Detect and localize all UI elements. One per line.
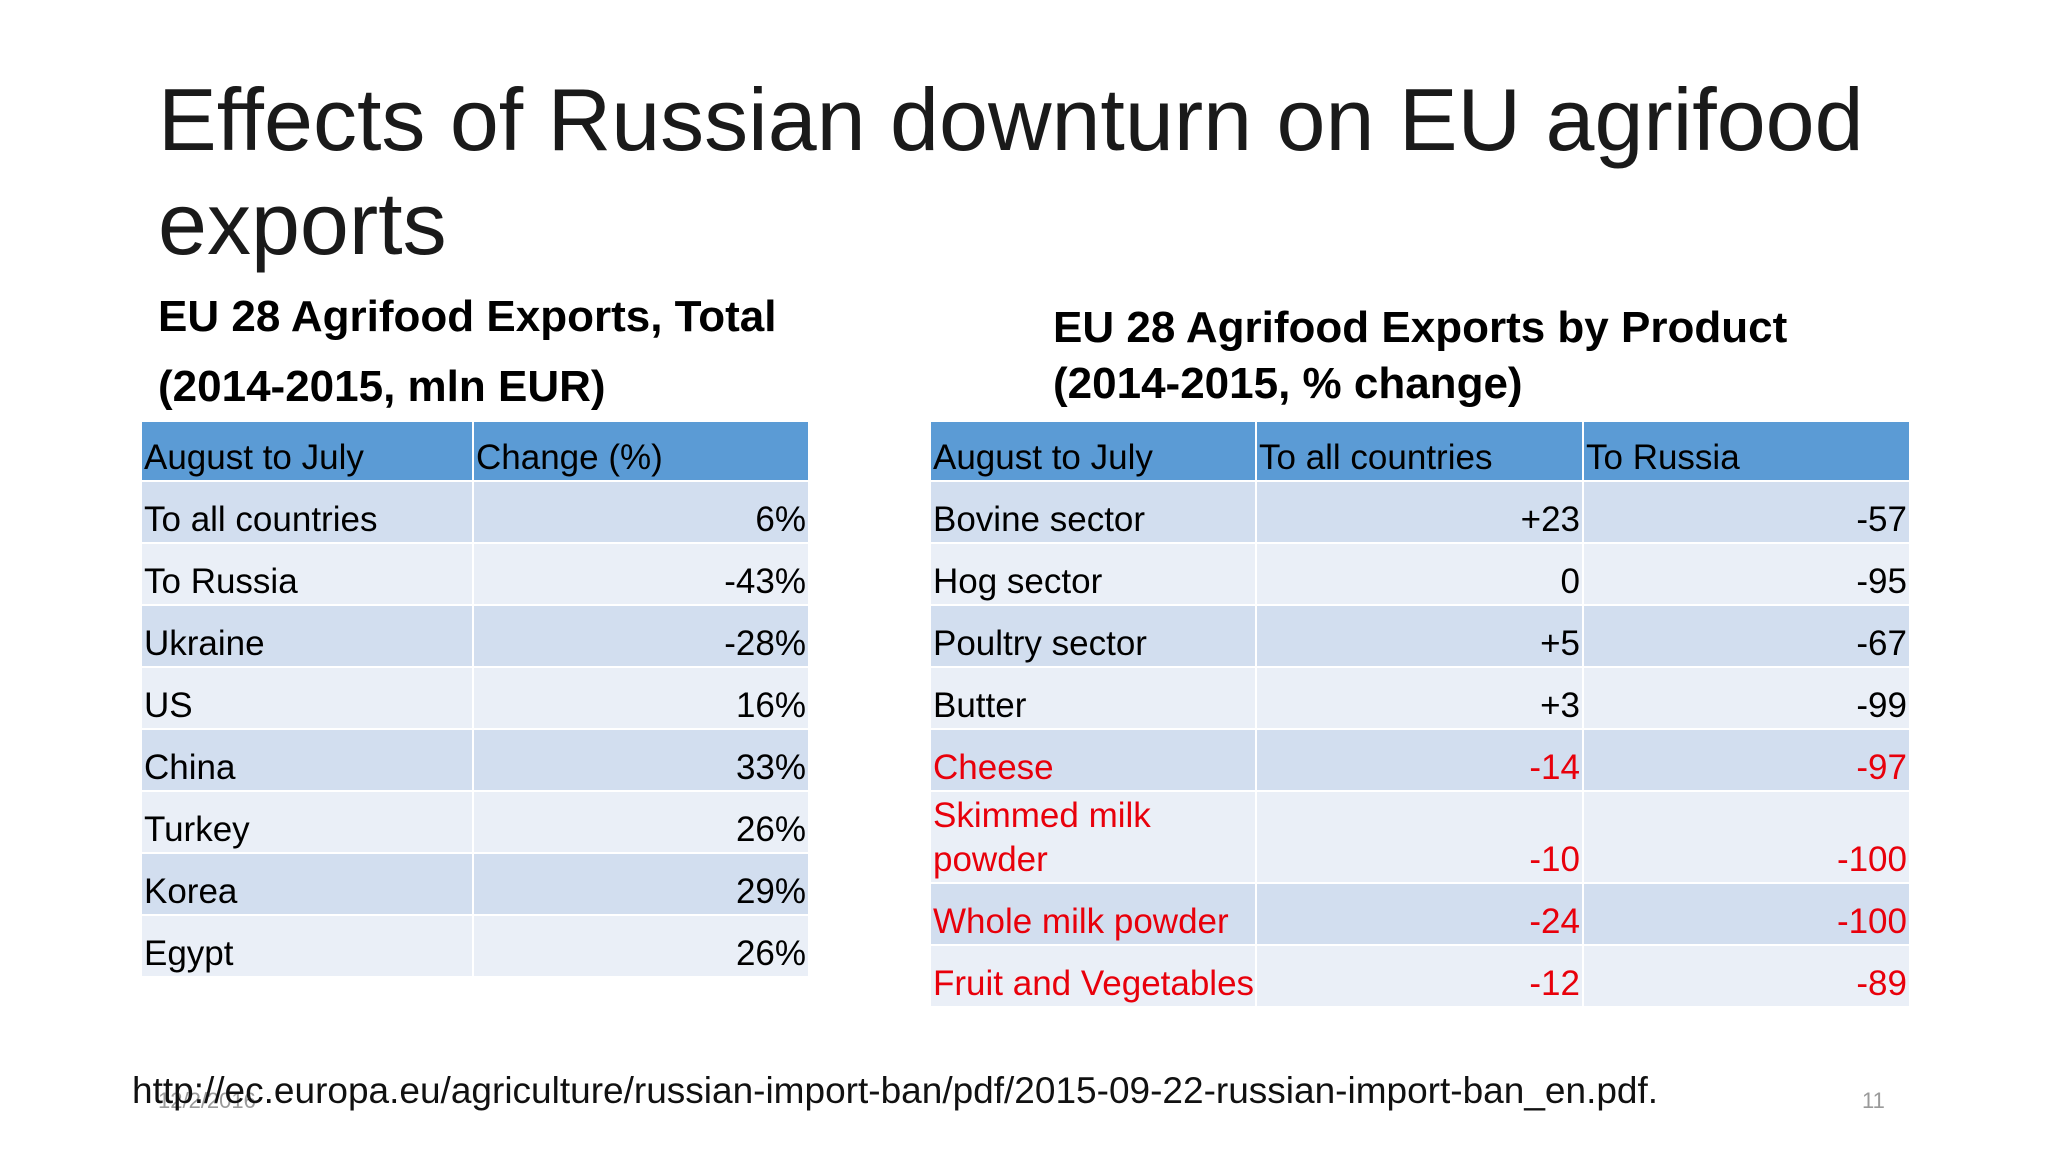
table-row: Bovine sector +23 -57	[929, 480, 1911, 544]
table-row: China 33%	[140, 728, 810, 792]
product-label: Whole milk powder	[929, 882, 1257, 946]
russia-value: -99	[1582, 666, 1911, 730]
right-table-heading: EU 28 Agrifood Exports by Product (2014-…	[1053, 300, 1787, 412]
table-row: To Russia -43%	[140, 542, 810, 606]
russia-value: -57	[1582, 480, 1911, 544]
left-table-heading: EU 28 Agrifood Exports, Total (2014-2015…	[158, 282, 777, 422]
column-header: August to July	[929, 420, 1257, 482]
russia-value: -95	[1582, 542, 1911, 606]
row-label: US	[140, 666, 474, 730]
russia-value: -100	[1582, 790, 1911, 884]
product-label: Cheese	[929, 728, 1257, 792]
all-countries-value: +3	[1255, 666, 1584, 730]
product-label: Fruit and Vegetables	[929, 944, 1257, 1008]
table-header-row: August to July Change (%)	[140, 420, 810, 482]
product-label: Bovine sector	[929, 480, 1257, 544]
change-value: 29%	[472, 852, 810, 916]
all-countries-value: 0	[1255, 542, 1584, 606]
change-value: 16%	[472, 666, 810, 730]
russia-value: -89	[1582, 944, 1911, 1008]
all-countries-value: +5	[1255, 604, 1584, 668]
left-heading-line1: EU 28 Agrifood Exports, Total	[158, 292, 777, 341]
table-row: Hog sector 0 -95	[929, 542, 1911, 606]
product-label: Poultry sector	[929, 604, 1257, 668]
source-url-link[interactable]: http://ec.europa.eu/agriculture/russian-…	[132, 1070, 1659, 1111]
right-heading-line2: (2014-2015, % change)	[1053, 359, 1523, 408]
table-row: Turkey 26%	[140, 790, 810, 854]
all-countries-value: +23	[1255, 480, 1584, 544]
change-value: 26%	[472, 914, 810, 978]
column-header: August to July	[140, 420, 474, 482]
left-heading-line2: (2014-2015, mln EUR)	[158, 362, 606, 411]
product-label: Skimmed milk powder	[929, 790, 1257, 884]
row-label: Ukraine	[140, 604, 474, 668]
row-label: China	[140, 728, 474, 792]
row-label: Turkey	[140, 790, 474, 854]
row-label: Egypt	[140, 914, 474, 978]
change-value: 33%	[472, 728, 810, 792]
table-row: Korea 29%	[140, 852, 810, 916]
right-heading-line1: EU 28 Agrifood Exports by Product	[1053, 303, 1788, 352]
slide-date: 12/2/2016	[158, 1088, 256, 1113]
row-label: To all countries	[140, 480, 474, 544]
table-row: Ukraine -28%	[140, 604, 810, 668]
all-countries-value: -10	[1255, 790, 1584, 884]
change-value: 6%	[472, 480, 810, 544]
change-value: -28%	[472, 604, 810, 668]
table-row: Butter +3 -99	[929, 666, 1911, 730]
column-header: To all countries	[1255, 420, 1584, 482]
slide-number: 11	[1862, 1088, 1885, 1113]
russia-value: -97	[1582, 728, 1911, 792]
product-label: Hog sector	[929, 542, 1257, 606]
russia-value: -100	[1582, 882, 1911, 946]
product-exports-table: August to July To all countries To Russi…	[929, 420, 1911, 1008]
table-row: Egypt 26%	[140, 914, 810, 978]
table-header-row: August to July To all countries To Russi…	[929, 420, 1911, 482]
row-label: To Russia	[140, 542, 474, 606]
total-exports-table: August to July Change (%) To all countri…	[140, 420, 810, 978]
table-row-highlighted: Fruit and Vegetables -12 -89	[929, 944, 1911, 1008]
slide-title: Effects of Russian downturn on EU agrifo…	[158, 70, 1864, 273]
table-row: US 16%	[140, 666, 810, 730]
all-countries-value: -24	[1255, 882, 1584, 946]
change-value: 26%	[472, 790, 810, 854]
russia-value: -67	[1582, 604, 1911, 668]
product-label: Butter	[929, 666, 1257, 730]
table-row-highlighted: Whole milk powder -24 -100	[929, 882, 1911, 946]
table-row: Poultry sector +5 -67	[929, 604, 1911, 668]
all-countries-value: -14	[1255, 728, 1584, 792]
all-countries-value: -12	[1255, 944, 1584, 1008]
column-header: To Russia	[1582, 420, 1911, 482]
table-row: To all countries 6%	[140, 480, 810, 544]
table-row-highlighted: Cheese -14 -97	[929, 728, 1911, 792]
table-row-highlighted: Skimmed milk powder -10 -100	[929, 790, 1911, 884]
column-header: Change (%)	[472, 420, 810, 482]
change-value: -43%	[472, 542, 810, 606]
row-label: Korea	[140, 852, 474, 916]
